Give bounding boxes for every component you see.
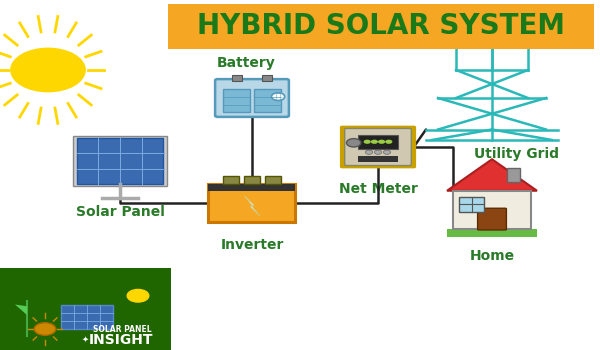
- Text: SOLAR PANEL: SOLAR PANEL: [93, 324, 152, 334]
- Text: Utility Grid: Utility Grid: [473, 147, 559, 161]
- FancyBboxPatch shape: [340, 126, 416, 168]
- FancyBboxPatch shape: [223, 90, 250, 112]
- FancyBboxPatch shape: [168, 4, 594, 49]
- Circle shape: [378, 140, 385, 144]
- FancyBboxPatch shape: [215, 79, 289, 117]
- FancyBboxPatch shape: [447, 229, 537, 237]
- Polygon shape: [244, 196, 260, 216]
- FancyBboxPatch shape: [344, 128, 412, 166]
- Text: HYBRID SOLAR SYSTEM: HYBRID SOLAR SYSTEM: [197, 12, 565, 40]
- FancyBboxPatch shape: [453, 191, 531, 229]
- Circle shape: [271, 93, 285, 100]
- Circle shape: [364, 140, 371, 144]
- Text: ✦: ✦: [82, 335, 89, 344]
- Text: Solar Panel: Solar Panel: [76, 205, 164, 219]
- Circle shape: [371, 140, 378, 144]
- FancyBboxPatch shape: [61, 305, 113, 329]
- Circle shape: [374, 150, 382, 154]
- FancyBboxPatch shape: [358, 156, 398, 162]
- Circle shape: [34, 323, 56, 335]
- Text: Net Meter: Net Meter: [338, 182, 418, 196]
- Circle shape: [347, 139, 361, 147]
- Text: Inverter: Inverter: [220, 238, 284, 252]
- FancyBboxPatch shape: [459, 197, 484, 212]
- Circle shape: [365, 150, 373, 154]
- Circle shape: [127, 289, 149, 302]
- FancyBboxPatch shape: [507, 168, 520, 182]
- FancyBboxPatch shape: [209, 184, 295, 222]
- FancyBboxPatch shape: [265, 176, 281, 184]
- FancyBboxPatch shape: [262, 75, 272, 80]
- Polygon shape: [447, 159, 537, 191]
- FancyBboxPatch shape: [244, 176, 260, 184]
- FancyBboxPatch shape: [0, 268, 171, 350]
- Circle shape: [11, 48, 85, 92]
- Text: Home: Home: [469, 248, 515, 262]
- Text: INSIGHT: INSIGHT: [89, 332, 154, 346]
- FancyBboxPatch shape: [73, 136, 167, 186]
- Circle shape: [385, 140, 392, 144]
- FancyBboxPatch shape: [254, 90, 281, 112]
- FancyBboxPatch shape: [223, 176, 239, 184]
- FancyBboxPatch shape: [478, 208, 506, 230]
- Circle shape: [383, 150, 391, 154]
- Text: ⏻: ⏻: [275, 92, 281, 101]
- Text: Battery: Battery: [217, 56, 275, 70]
- FancyBboxPatch shape: [232, 75, 242, 80]
- FancyBboxPatch shape: [209, 184, 295, 191]
- FancyBboxPatch shape: [358, 135, 398, 149]
- FancyBboxPatch shape: [77, 138, 163, 184]
- Polygon shape: [15, 304, 27, 315]
